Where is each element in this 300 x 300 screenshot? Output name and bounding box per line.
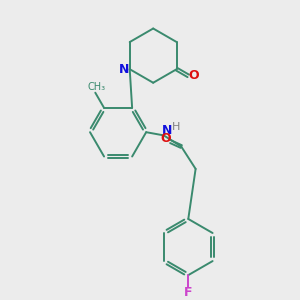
- Text: O: O: [160, 132, 171, 146]
- Text: N: N: [162, 124, 173, 137]
- Text: O: O: [189, 69, 199, 82]
- Text: CH₃: CH₃: [88, 82, 106, 92]
- Text: N: N: [119, 63, 129, 76]
- Text: H: H: [172, 122, 180, 132]
- Text: F: F: [184, 286, 193, 299]
